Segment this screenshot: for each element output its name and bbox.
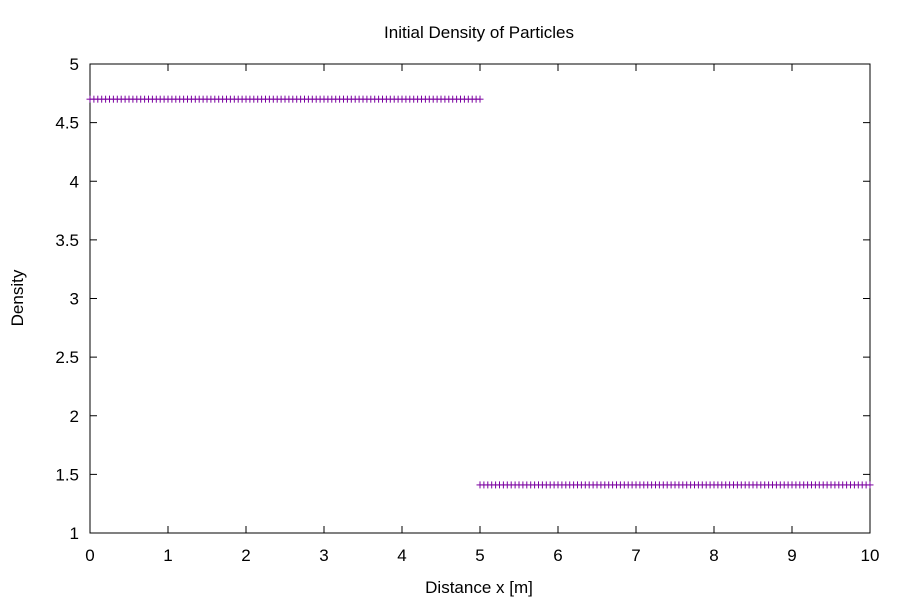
y-tick-label: 5 <box>70 55 79 74</box>
y-axis-label: Density <box>8 269 27 326</box>
data-point <box>476 95 484 103</box>
x-tick-label: 0 <box>85 546 94 565</box>
x-tick-label: 6 <box>553 546 562 565</box>
y-tick-label: 4 <box>70 172 79 191</box>
data-point <box>866 481 874 489</box>
x-tick-label: 7 <box>631 546 640 565</box>
y-tick-label: 2 <box>70 407 79 426</box>
axis-ticks <box>90 64 870 533</box>
x-tick-label: 3 <box>319 546 328 565</box>
y-tick-label: 4.5 <box>55 114 79 133</box>
x-tick-label: 8 <box>709 546 718 565</box>
y-tick-label: 2.5 <box>55 348 79 367</box>
y-tick-label: 1 <box>70 524 79 543</box>
x-tick-label: 4 <box>397 546 406 565</box>
x-axis-label: Distance x [m] <box>425 578 533 597</box>
x-tick-label: 1 <box>163 546 172 565</box>
plot-frame <box>89 63 871 534</box>
x-tick-label: 9 <box>787 546 796 565</box>
data-points <box>86 95 874 489</box>
x-tick-label: 2 <box>241 546 250 565</box>
y-tick-label: 1.5 <box>55 465 79 484</box>
x-tick-label: 5 <box>475 546 484 565</box>
x-tick-label: 10 <box>861 546 880 565</box>
y-tick-label: 3.5 <box>55 231 79 250</box>
chart-title: Initial Density of Particles <box>384 23 574 42</box>
y-tick-label: 3 <box>70 290 79 309</box>
